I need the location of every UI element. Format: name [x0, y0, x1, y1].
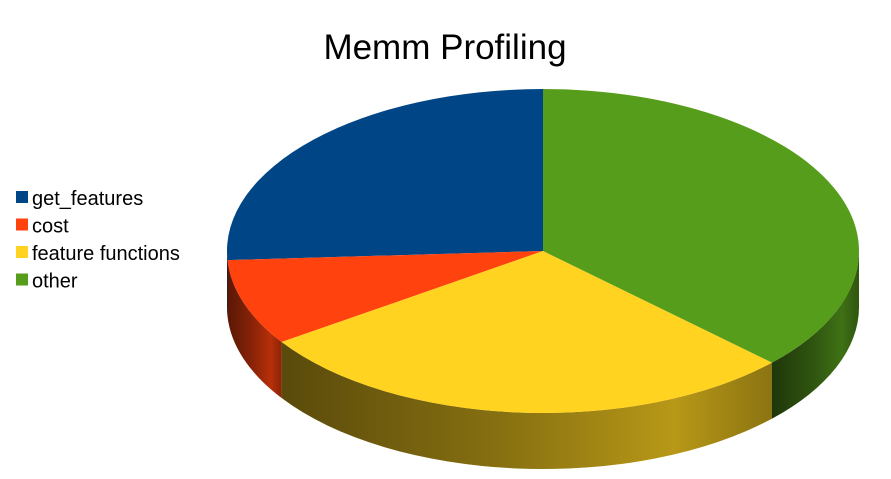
legend-swatch-feature-functions [16, 246, 28, 258]
pie-slice-feature-functions [281, 251, 772, 413]
legend-label-feature-functions: feature functions [32, 243, 180, 265]
pie-side-shade-feature-functions [281, 342, 772, 469]
legend-swatch-cost [16, 218, 28, 231]
legend-label-get-features: get_features [32, 188, 143, 210]
pie-tops [227, 89, 860, 413]
pie-slice-get-features [227, 89, 543, 261]
pie-sides [227, 251, 859, 469]
legend-swatch-other [16, 273, 28, 286]
legend-label-other: other [32, 271, 78, 293]
pie-side-shade-cost [227, 260, 282, 399]
pie-slice-other [543, 89, 860, 363]
pie-slice-cost [227, 251, 543, 343]
pie-side-shade-get-features [227, 251, 228, 317]
legend-swatch-get-features [16, 191, 28, 203]
pie-side-shade-other [771, 251, 859, 419]
legend-label-cost: cost [32, 216, 69, 238]
chart-title: Memm Profiling [323, 28, 566, 67]
